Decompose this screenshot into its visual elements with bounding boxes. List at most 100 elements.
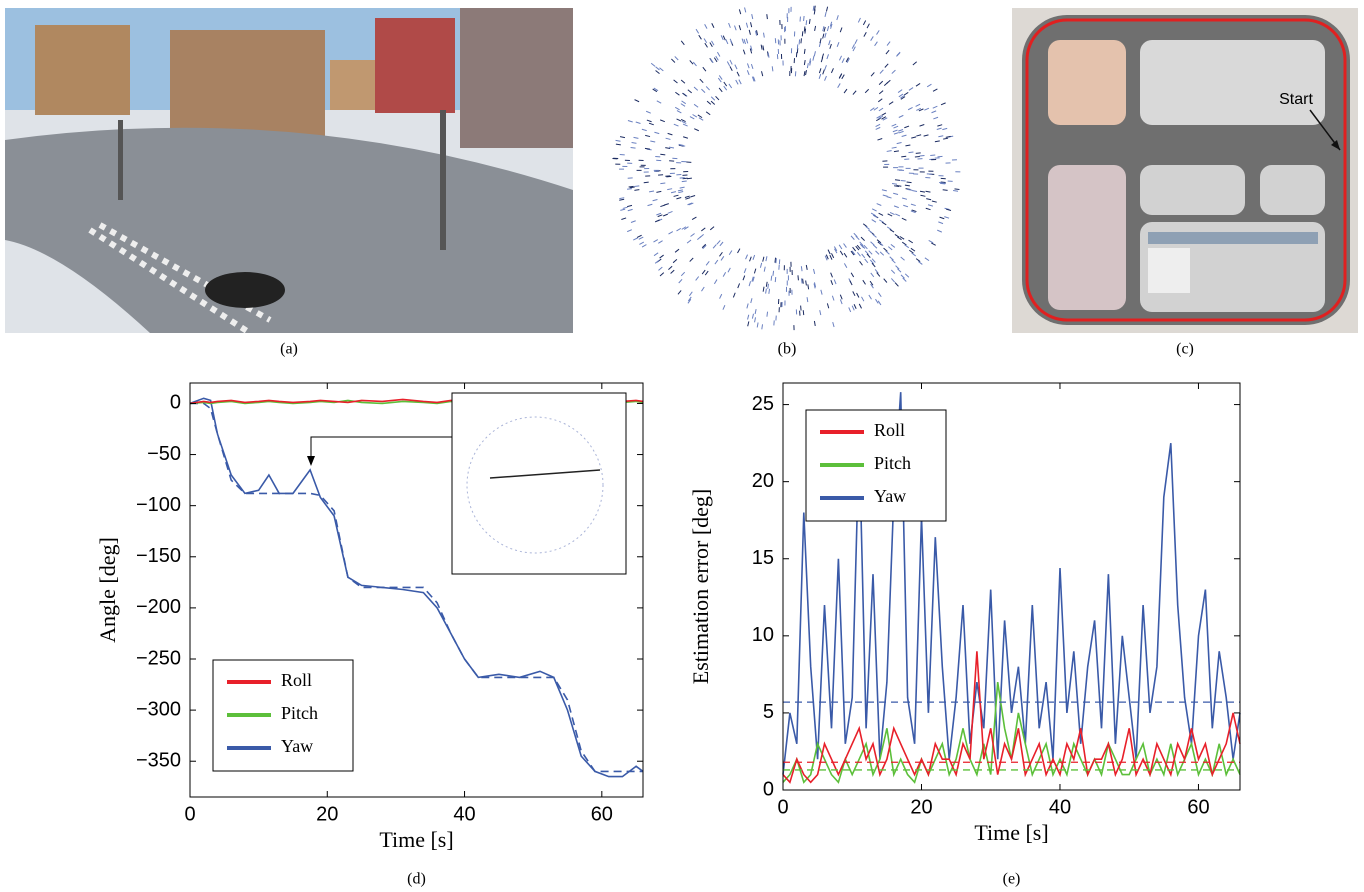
- legend-label: Pitch: [874, 453, 911, 473]
- point: [857, 293, 859, 297]
- point: [728, 268, 730, 272]
- point: [803, 310, 804, 315]
- point: [723, 305, 725, 310]
- point: [642, 245, 646, 247]
- point: [873, 234, 877, 237]
- x-axis-label: Time [s]: [974, 820, 1048, 845]
- point: [863, 224, 867, 227]
- point: [895, 180, 900, 181]
- point: [884, 248, 888, 251]
- point: [743, 50, 745, 55]
- point: [703, 67, 706, 71]
- y-axis-label: Estimation error [deg]: [688, 489, 713, 685]
- point: [713, 244, 716, 248]
- point: [813, 269, 814, 274]
- point: [706, 86, 709, 90]
- point: [928, 205, 933, 206]
- y-tick-label: 25: [752, 393, 774, 415]
- point: [651, 63, 655, 66]
- point: [907, 182, 912, 183]
- point: [647, 120, 652, 122]
- point: [912, 191, 917, 192]
- point: [745, 7, 746, 12]
- point: [873, 245, 877, 248]
- point: [738, 283, 740, 288]
- point: [875, 299, 878, 303]
- point: [861, 237, 865, 241]
- point: [706, 112, 710, 115]
- point: [729, 23, 731, 28]
- point: [839, 73, 841, 77]
- point: [820, 310, 821, 315]
- point: [851, 273, 854, 277]
- point: [749, 30, 750, 35]
- panel-caption: (a): [280, 341, 298, 358]
- point: [927, 84, 931, 87]
- point: [916, 153, 921, 154]
- point: [649, 191, 654, 192]
- point: [724, 82, 727, 86]
- point: [747, 63, 749, 68]
- point: [943, 190, 948, 191]
- point: [674, 124, 679, 126]
- point: [699, 35, 702, 39]
- point: [710, 227, 714, 230]
- y-tick-label: 15: [752, 547, 774, 569]
- point: [806, 281, 807, 286]
- point: [888, 214, 893, 216]
- point: [920, 125, 925, 127]
- point: [646, 111, 651, 113]
- point: [883, 195, 888, 196]
- point: [888, 247, 892, 250]
- point: [675, 107, 679, 109]
- point: [710, 42, 713, 46]
- point: [668, 266, 672, 269]
- y-tick-label: −350: [136, 750, 181, 772]
- point: [655, 260, 659, 263]
- point: [656, 71, 660, 74]
- point: [642, 129, 647, 130]
- point: [850, 281, 852, 285]
- point: [866, 226, 870, 229]
- point: [894, 151, 899, 152]
- point: [911, 248, 915, 251]
- point: [660, 255, 664, 258]
- point: [676, 197, 681, 198]
- point: [637, 235, 641, 237]
- point: [902, 218, 907, 220]
- point: [711, 97, 715, 101]
- point: [871, 72, 874, 76]
- point: [807, 63, 808, 68]
- point: [751, 64, 753, 69]
- point: [911, 137, 916, 138]
- panel-caption: (c): [1176, 341, 1194, 358]
- point: [639, 242, 643, 244]
- point: [908, 152, 913, 153]
- point: [913, 62, 917, 65]
- point: [937, 128, 942, 129]
- point: [663, 214, 668, 216]
- point: [861, 297, 863, 301]
- point: [804, 49, 805, 54]
- point: [840, 295, 842, 300]
- point: [762, 324, 763, 329]
- point: [735, 65, 737, 70]
- point: [631, 147, 636, 148]
- point: [909, 250, 913, 253]
- point: [840, 27, 842, 32]
- point: [717, 240, 720, 244]
- point: [768, 284, 769, 289]
- point: [929, 240, 933, 242]
- point: [825, 76, 827, 81]
- point: [735, 26, 737, 31]
- point: [645, 148, 650, 149]
- point: [768, 53, 769, 58]
- point: [665, 148, 670, 149]
- point: [660, 154, 665, 155]
- point: [858, 18, 860, 23]
- point: [879, 108, 883, 111]
- y-tick-label: −200: [136, 596, 181, 618]
- point: [631, 221, 636, 223]
- point: [682, 101, 686, 104]
- point: [619, 198, 624, 199]
